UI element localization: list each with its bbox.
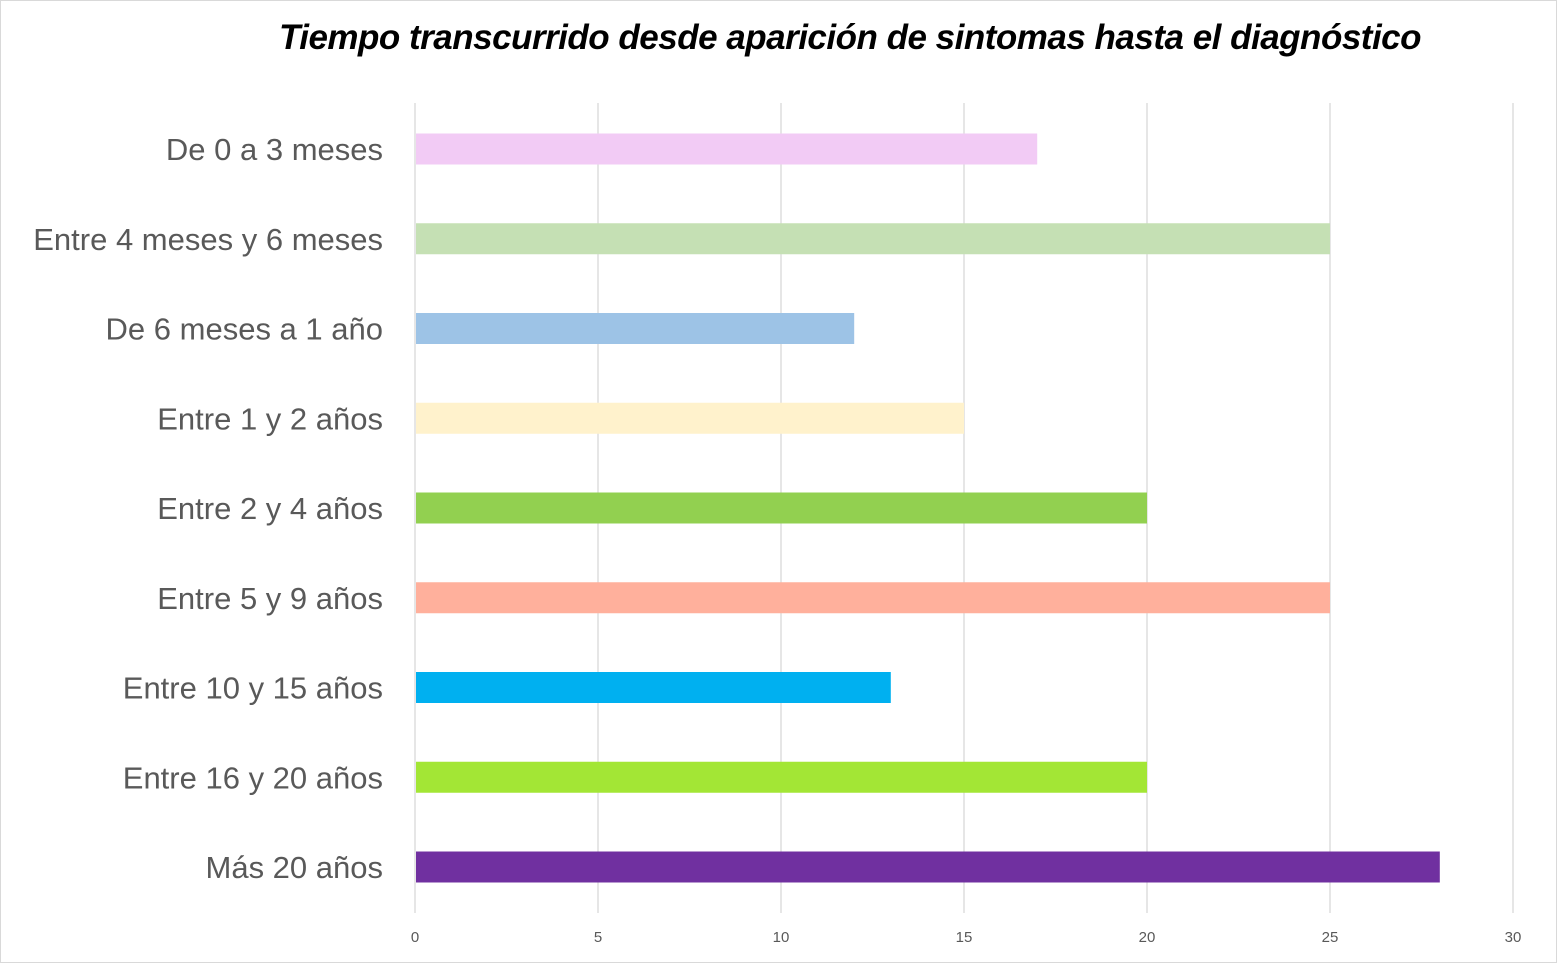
category-label: Entre 4 meses y 6 meses bbox=[33, 222, 383, 257]
bar-8 bbox=[416, 761, 1147, 793]
category-label: Entre 1 y 2 años bbox=[157, 401, 383, 436]
category-label: Entre 16 y 20 años bbox=[123, 760, 383, 795]
bar-2 bbox=[416, 223, 1330, 255]
x-tick-label: 30 bbox=[1505, 929, 1522, 946]
category-label: De 0 a 3 meses bbox=[166, 132, 383, 167]
x-tick-label: 0 bbox=[411, 929, 419, 946]
x-tick-label: 5 bbox=[594, 929, 602, 946]
x-tick-label: 25 bbox=[1322, 929, 1339, 946]
bars bbox=[416, 133, 1440, 883]
category-label: Entre 2 y 4 años bbox=[157, 491, 383, 526]
bar-7 bbox=[416, 672, 891, 703]
x-tick-label: 15 bbox=[956, 929, 973, 946]
bar-4 bbox=[416, 402, 964, 434]
x-tick-label: 10 bbox=[773, 929, 790, 946]
category-label: Entre 5 y 9 años bbox=[157, 581, 383, 616]
bar-3 bbox=[416, 313, 855, 344]
bar-9 bbox=[416, 851, 1440, 883]
bar-5 bbox=[416, 492, 1147, 524]
category-label: De 6 meses a 1 año bbox=[106, 312, 383, 347]
category-label: Entre 10 y 15 años bbox=[123, 671, 383, 706]
category-labels: De 0 a 3 meses Entre 4 meses y 6 meses De … bbox=[33, 132, 383, 885]
x-tick-label: 20 bbox=[1139, 929, 1156, 946]
category-label: Más 20 años bbox=[206, 850, 384, 885]
x-axis-tick-labels: 0 5 10 15 20 25 30 bbox=[411, 929, 1522, 946]
chart-title: Tiempo transcurrido desde aparición de s… bbox=[278, 18, 1422, 57]
bar-1 bbox=[416, 133, 1038, 165]
bar-6 bbox=[416, 582, 1330, 614]
